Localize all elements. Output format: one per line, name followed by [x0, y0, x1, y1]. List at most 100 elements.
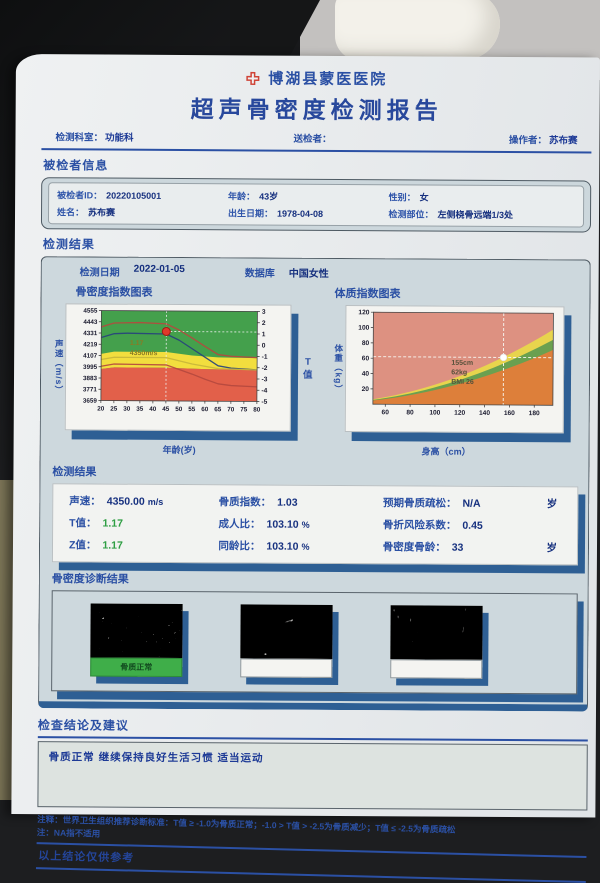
- svg-text:BMI 26: BMI 26: [451, 379, 474, 386]
- svg-text:100: 100: [358, 325, 369, 332]
- bone-texture-image-1: [90, 603, 182, 658]
- svg-text:80: 80: [253, 406, 261, 413]
- svg-text:75: 75: [240, 406, 248, 413]
- report-title: 超声骨密度检测报告: [42, 89, 592, 126]
- svg-text:4219: 4219: [83, 341, 98, 348]
- adult-ratio-row: 成人比：103.10%: [218, 516, 382, 532]
- svg-text:1: 1: [262, 331, 266, 338]
- svg-text:40: 40: [361, 371, 369, 378]
- tissue-paper: [335, 0, 500, 60]
- svg-text:20: 20: [361, 386, 369, 393]
- measurements-title: 检测结果: [52, 463, 578, 482]
- svg-text:3995: 3995: [83, 364, 98, 371]
- bmi-chart-xlabel: 身高（cm）: [422, 444, 471, 457]
- patient-info-box: 被检者ID：20220105001 年龄：43岁 性别：女 姓名：苏布赛 出生日…: [41, 177, 591, 232]
- fracture-risk-row: 骨折风险系数：0.45: [383, 517, 567, 533]
- svg-text:80: 80: [361, 340, 369, 347]
- conclusion-heading: 检查结论及建议: [38, 716, 588, 741]
- disclaimer-text: 以上结论仅供参考: [38, 847, 586, 877]
- svg-text:4555: 4555: [83, 308, 98, 315]
- diagnosis-tile-normal: 骨质正常: [90, 603, 182, 677]
- date-label: 检测日期: [80, 263, 120, 278]
- results-box: 检测日期 2022-01-05 数据库 中国女性 骨密度指数图表 体质指数图表 …: [38, 256, 591, 711]
- diagnosis-tile-osteopenia: [240, 604, 332, 678]
- chart-xlabels-row: 年龄(岁) 身高（cm）: [53, 442, 579, 458]
- svg-text:60: 60: [381, 409, 389, 416]
- svg-text:65: 65: [214, 406, 222, 413]
- tvalue-row: T值：1.17: [69, 515, 218, 531]
- svg-text:180: 180: [528, 410, 539, 417]
- header-divider: [41, 148, 591, 153]
- header-fields-row: 检测科室：功能科 送检者： 操作者：苏布赛: [41, 129, 591, 146]
- svg-text:-5: -5: [261, 399, 267, 406]
- svg-text:4331: 4331: [83, 330, 98, 337]
- svg-text:80: 80: [406, 409, 414, 416]
- svg-text:120: 120: [358, 309, 369, 316]
- svg-text:-3: -3: [261, 376, 267, 383]
- diagnosis-label-3: [390, 659, 482, 679]
- patient-name-field: 姓名：苏布赛: [57, 205, 228, 219]
- svg-text:4443: 4443: [83, 319, 98, 326]
- bone-chart-title: 骨密度指数图表: [76, 283, 153, 299]
- patient-age-field: 年龄：43岁: [228, 189, 389, 203]
- svg-text:-2: -2: [262, 365, 268, 372]
- svg-text:62kg: 62kg: [451, 369, 467, 376]
- svg-text:-4: -4: [261, 387, 267, 394]
- red-cross-icon: [246, 71, 260, 85]
- patient-section-title: 被检者信息: [43, 156, 591, 176]
- bone-texture-image-2: [240, 604, 332, 659]
- svg-text:3659: 3659: [83, 398, 98, 405]
- diagnosis-title: 骨密度诊断结果: [52, 570, 578, 589]
- svg-text:1.17: 1.17: [130, 340, 144, 347]
- svg-text:3883: 3883: [83, 375, 98, 382]
- bone-texture-image-3: [390, 605, 482, 660]
- svg-text:60: 60: [201, 406, 209, 413]
- bone-chart-ylabel: 声速（m/s）: [53, 339, 65, 395]
- diagnosis-label-normal: 骨质正常: [90, 657, 182, 677]
- conclusion-text: 骨质正常 继续保持良好生活习惯 适当运动: [49, 749, 577, 767]
- svg-text:4107: 4107: [83, 353, 98, 360]
- patient-id-field: 被检者ID：20220105001: [57, 188, 228, 202]
- svg-text:120: 120: [454, 410, 465, 417]
- measurements-col-2: 骨质指数：1.03 成人比：103.10% 同龄比：103.10%: [218, 494, 383, 554]
- operator-field: 操作者：苏布赛: [509, 132, 578, 146]
- svg-text:3: 3: [262, 309, 266, 316]
- svg-text:60: 60: [361, 355, 369, 362]
- svg-text:155cm: 155cm: [451, 360, 473, 367]
- zvalue-row: Z值：1.17: [69, 537, 218, 553]
- svg-text:55: 55: [188, 406, 196, 413]
- bone-chart-xlabel: 年龄(岁): [163, 443, 196, 456]
- diagnosis-label-2: [240, 658, 332, 678]
- svg-text:0: 0: [262, 342, 266, 349]
- svg-text:2: 2: [262, 320, 266, 327]
- svg-text:-1: -1: [262, 354, 268, 361]
- bone-index-row: 骨质指数：1.03: [219, 494, 383, 510]
- svg-text:4350m/s: 4350m/s: [130, 350, 158, 357]
- hospital-header: 博湖县蒙医医院: [42, 66, 592, 90]
- svg-text:40: 40: [149, 406, 157, 413]
- svg-text:100: 100: [429, 410, 440, 417]
- bmi-chart-title: 体质指数图表: [334, 285, 400, 301]
- diagnosis-tile-osteoporosis: [390, 605, 482, 679]
- dept-field: 检测科室：功能科: [55, 129, 133, 143]
- results-section-title: 检测结果: [43, 235, 591, 255]
- patient-site-field: 检测部位：左侧桡骨远端1/3处: [389, 207, 576, 221]
- svg-text:3771: 3771: [83, 386, 98, 393]
- svg-text:45: 45: [162, 406, 170, 413]
- svg-text:20: 20: [97, 406, 105, 413]
- database-value: 中国女性: [289, 265, 329, 280]
- report-paper: 博湖县蒙医医院 超声骨密度检测报告 检测科室：功能科 送检者： 操作者：苏布赛 …: [11, 54, 600, 818]
- sender-field: 送检者：: [293, 131, 333, 145]
- conclusion-section-title: 检查结论及建议: [38, 718, 129, 733]
- bmi-chart-ylabel: 体重（kg）: [332, 343, 344, 393]
- patient-sex-field: 性别：女: [389, 190, 576, 204]
- footnotes-block: 注释：世界卫生组织推荐诊断标准：T值 ≥ -1.0为骨质正常；-1.0 > T值…: [36, 813, 587, 883]
- diagnosis-panel: 骨质正常: [51, 590, 578, 694]
